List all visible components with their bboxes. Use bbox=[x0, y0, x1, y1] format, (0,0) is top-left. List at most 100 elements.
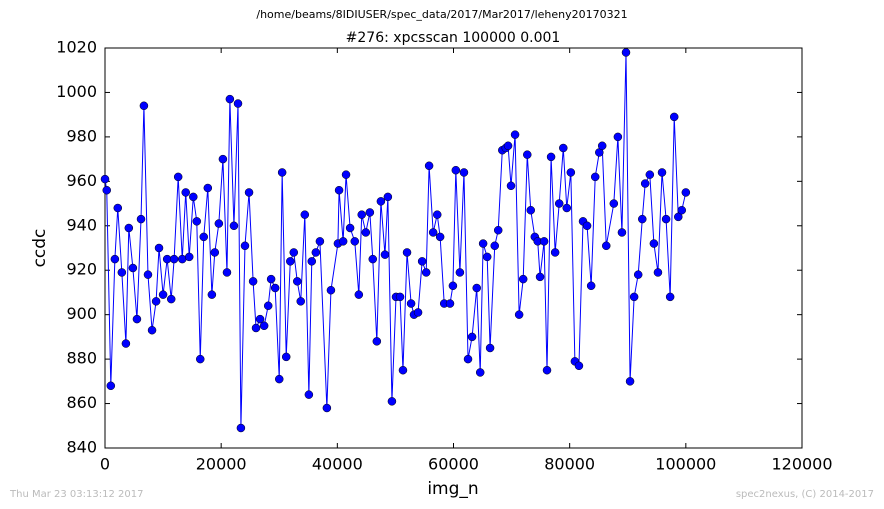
data-point bbox=[207, 290, 217, 299]
y-tick-label: 940 bbox=[66, 215, 97, 234]
footer-credit: spec2nexus, (C) 2014-2017 bbox=[736, 489, 874, 500]
data-point bbox=[424, 161, 434, 171]
data-point bbox=[649, 239, 659, 248]
data-point bbox=[372, 337, 382, 346]
data-point bbox=[121, 339, 131, 348]
data-point bbox=[482, 252, 492, 262]
data-point bbox=[263, 301, 273, 311]
data-point bbox=[236, 423, 246, 433]
data-point bbox=[586, 281, 596, 291]
data-point bbox=[542, 365, 552, 375]
data-point bbox=[350, 237, 360, 246]
data-point bbox=[166, 294, 176, 304]
data-point bbox=[361, 228, 371, 237]
data-point bbox=[281, 352, 291, 362]
x-tick-label: 0 bbox=[100, 455, 110, 474]
data-point bbox=[106, 381, 116, 391]
data-point bbox=[203, 183, 213, 193]
data-point bbox=[661, 214, 671, 224]
data-point bbox=[523, 150, 532, 159]
data-point bbox=[459, 168, 469, 177]
data-point bbox=[566, 168, 576, 177]
data-point bbox=[102, 185, 111, 195]
data-point bbox=[100, 174, 110, 184]
data-point bbox=[275, 374, 284, 384]
data-point bbox=[597, 141, 607, 151]
data-point bbox=[233, 99, 243, 108]
data-point bbox=[506, 181, 516, 191]
y-tick-label: 960 bbox=[66, 171, 97, 190]
data-point bbox=[490, 241, 499, 251]
data-point bbox=[582, 221, 592, 231]
data-point bbox=[380, 250, 390, 259]
data-point bbox=[625, 377, 635, 386]
data-point bbox=[196, 354, 205, 364]
x-tick-label: 120000 bbox=[771, 455, 832, 474]
data-point bbox=[158, 290, 168, 299]
data-point bbox=[590, 172, 600, 182]
y-tick-label: 980 bbox=[66, 126, 97, 145]
data-point bbox=[562, 203, 572, 213]
data-point bbox=[674, 212, 683, 222]
data-point bbox=[629, 292, 639, 302]
data-point bbox=[136, 214, 146, 224]
suptitle: /home/beams/8IDIUSER/spec_data/2017/Mar2… bbox=[256, 8, 627, 21]
data-point bbox=[451, 165, 461, 175]
data-point bbox=[455, 268, 465, 277]
data-point bbox=[559, 143, 568, 153]
data-point bbox=[421, 268, 431, 277]
data-point bbox=[173, 172, 183, 182]
data-point bbox=[387, 397, 397, 406]
data-point bbox=[132, 314, 142, 324]
data-point bbox=[184, 252, 194, 262]
data-point bbox=[472, 283, 481, 293]
chart-title: #276: xpcsscan 100000 0.001 bbox=[346, 30, 561, 46]
data-point bbox=[229, 221, 239, 231]
data-point bbox=[653, 268, 663, 277]
data-point bbox=[518, 274, 528, 284]
data-point bbox=[266, 274, 276, 284]
data-point bbox=[218, 154, 228, 164]
data-point bbox=[485, 343, 495, 353]
data-point bbox=[432, 210, 442, 219]
data-point bbox=[398, 365, 408, 375]
data-point bbox=[526, 205, 536, 215]
data-point bbox=[657, 168, 667, 177]
data-point bbox=[128, 263, 138, 273]
data-point bbox=[645, 170, 655, 179]
data-point bbox=[304, 390, 314, 399]
data-point bbox=[402, 248, 412, 257]
data-point bbox=[638, 214, 647, 224]
data-point bbox=[113, 203, 123, 213]
data-point bbox=[478, 239, 488, 248]
data-point bbox=[539, 237, 549, 246]
data-point bbox=[255, 314, 265, 324]
data-point bbox=[189, 192, 198, 202]
data-point bbox=[435, 232, 445, 242]
data-point bbox=[503, 141, 513, 151]
data-point bbox=[199, 232, 208, 242]
data-point bbox=[248, 277, 258, 286]
data-point bbox=[413, 308, 423, 317]
data-point bbox=[240, 241, 250, 251]
data-point bbox=[406, 299, 416, 308]
y-tick-label: 840 bbox=[66, 438, 97, 457]
data-point bbox=[609, 199, 619, 208]
data-point bbox=[225, 94, 235, 104]
y-tick-label: 860 bbox=[66, 393, 97, 412]
data-point bbox=[365, 208, 375, 217]
data-point bbox=[251, 323, 261, 333]
data-point bbox=[467, 332, 477, 342]
data-point bbox=[143, 270, 153, 279]
data-point bbox=[214, 219, 224, 228]
data-point bbox=[169, 254, 179, 264]
data-point bbox=[289, 248, 299, 257]
data-point bbox=[259, 321, 269, 331]
data-point bbox=[300, 210, 310, 219]
x-tick-label: 100000 bbox=[655, 455, 716, 474]
data-point bbox=[286, 257, 295, 266]
data-point bbox=[338, 237, 348, 246]
data-point bbox=[110, 254, 120, 264]
